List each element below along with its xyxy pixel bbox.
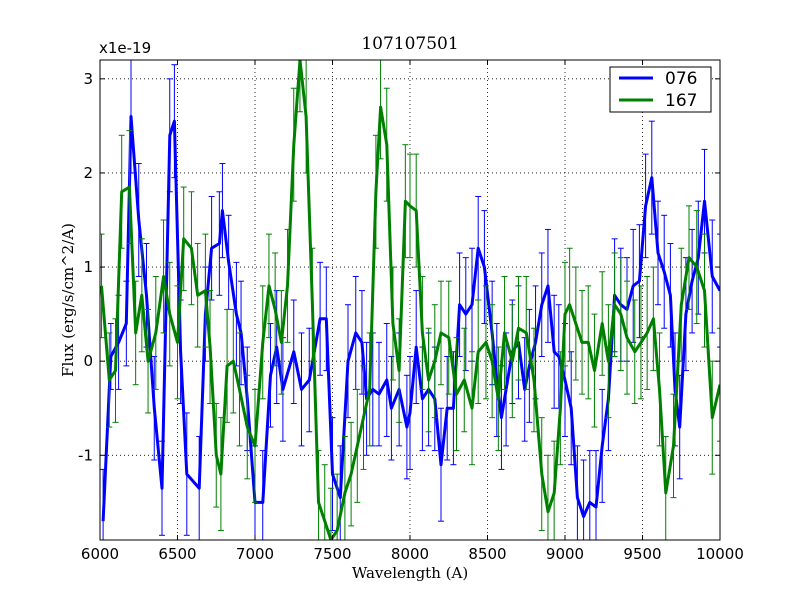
legend-label-076: 076 [665,69,697,89]
y-offset-label: x1e-19 [99,39,151,57]
y-tick-label: -1 [78,446,93,464]
series-line-167 [100,60,720,540]
tick-layer: 6000 6500 7000 7500 8000 8500 9000 9500 10000 -1 0… [78,60,744,563]
chart-title: 107107501 [361,34,458,54]
legend-label-167: 167 [665,91,697,111]
y-tick-label: 3 [83,70,93,88]
error-bar [327,487,334,540]
error-bar [717,233,720,348]
x-tick-label: 9500 [623,545,661,563]
legend: 076 167 [609,66,712,113]
axes-frame [99,59,721,541]
y-tick-label: 1 [83,258,93,276]
y-axis-label: Flux (erg/s/cm^2/A) [59,223,77,377]
x-axis-label: Wavelength (A) [352,564,468,582]
y-tick-label: 0 [83,352,93,370]
error-bar [717,327,720,442]
x-tick-label: 7500 [313,545,351,563]
x-tick-label: 9000 [546,545,584,563]
x-tick-label: 6500 [158,545,196,563]
x-tick-label: 8000 [391,545,429,563]
y-tick-label: 2 [83,164,93,182]
x-tick-label: 7000 [236,545,274,563]
legend-box [609,66,712,113]
x-tick-label: 8500 [468,545,506,563]
data-layer [100,60,720,540]
x-tick-label: 10000 [696,545,744,563]
x-tick-label: 6000 [81,545,119,563]
series-line-076 [101,115,720,522]
series-167 [100,60,720,540]
error-bar [100,233,105,339]
